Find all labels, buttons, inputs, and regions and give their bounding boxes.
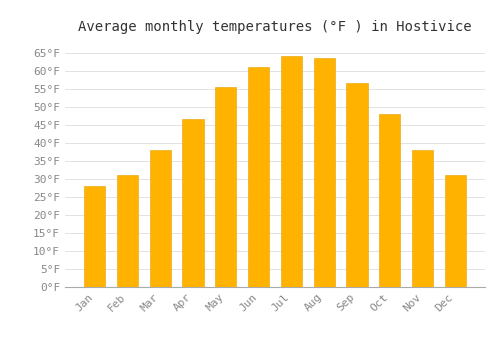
Bar bbox=[150, 150, 171, 287]
Bar bbox=[346, 83, 368, 287]
Bar bbox=[248, 67, 270, 287]
Title: Average monthly temperatures (°F ) in Hostivice: Average monthly temperatures (°F ) in Ho… bbox=[78, 20, 472, 34]
Bar bbox=[314, 58, 335, 287]
Bar bbox=[444, 175, 466, 287]
Bar bbox=[215, 87, 236, 287]
Bar bbox=[182, 119, 204, 287]
Bar bbox=[84, 186, 106, 287]
Bar bbox=[280, 56, 302, 287]
Bar bbox=[117, 175, 138, 287]
Bar bbox=[379, 114, 400, 287]
Bar bbox=[412, 150, 433, 287]
